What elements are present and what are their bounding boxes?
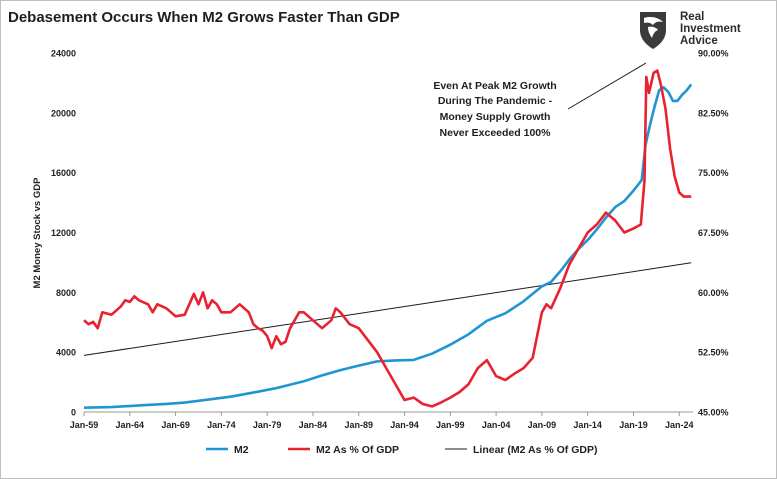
right-tick-label: 60.00% [698,288,729,298]
x-tick-label: Jan-19 [619,420,648,430]
m2-pct-gdp-series-line [83,69,692,408]
chart-title: Debasement Occurs When M2 Grows Faster T… [8,9,400,26]
right-tick-label: 45.00% [698,408,729,418]
left-tick-label: 16000 [51,168,76,178]
x-tick-label: Jan-69 [161,420,190,430]
x-axis-ticks: Jan-59 Jan-64 Jan-69 Jan-74 Jan-79 Jan-84 Jan-… [70,412,694,430]
logo-text-line: Advice [680,35,718,47]
legend: M2 M2 As % Of GDP Linear (M2 As % Of GDP) [206,444,597,456]
annotation-line: Money Supply Growth [440,111,551,123]
x-tick-label: Jan-74 [207,420,236,430]
left-tick-label: 0 [71,408,76,418]
logo: Real Investment Advice [636,10,766,54]
right-tick-label: 52.50% [698,348,729,358]
y-axis-label: M2 Money Stock vs GDP [32,177,43,289]
right-tick-label: 82.50% [698,108,729,118]
annotation-line: Even At Peak M2 Growth [433,80,556,92]
m2-series-line [83,83,693,409]
annotation-leader-line [567,62,647,110]
right-tick-label: 90.00% [698,49,729,59]
annotation-line: Never Exceeded 100% [440,127,552,139]
logo-text-line: Investment [680,23,741,35]
left-tick-label: 12000 [51,228,76,238]
left-tick-label: 20000 [51,108,76,118]
left-axis-ticks: 0 4000 8000 12000 16000 20000 24000 [51,49,76,418]
legend-label: M2 As % Of GDP [316,444,399,456]
legend-label: M2 [234,444,249,456]
x-tick-label: Jan-14 [573,420,602,430]
annotation: Even At Peak M2 Growth During The Pandem… [433,80,556,139]
x-tick-label: Jan-09 [528,420,557,430]
x-tick-label: Jan-94 [390,420,419,430]
annotation-line: During The Pandemic - [438,95,553,107]
linear-trend-line [83,262,692,356]
x-tick-label: Jan-79 [253,420,282,430]
right-axis-ticks: 45.00% 52.50% 60.00% 67.50% 75.00% 82.50% 90.0… [698,49,729,418]
x-tick-label: Jan-59 [70,420,99,430]
eagle-icon [640,12,666,49]
x-tick-label: Jan-24 [665,420,694,430]
x-tick-label: Jan-04 [482,420,511,430]
left-tick-label: 4000 [56,348,76,358]
x-tick-label: Jan-84 [299,420,328,430]
right-tick-label: 67.50% [698,228,729,238]
left-tick-label: 8000 [56,288,76,298]
x-tick-label: Jan-64 [116,420,145,430]
x-tick-label: Jan-99 [436,420,465,430]
series-group [83,69,693,409]
left-tick-label: 24000 [51,49,76,59]
logo-text-line: Real [680,11,705,23]
legend-label: Linear (M2 As % Of GDP) [473,444,597,456]
right-tick-label: 75.00% [698,168,729,178]
x-tick-label: Jan-89 [344,420,373,430]
